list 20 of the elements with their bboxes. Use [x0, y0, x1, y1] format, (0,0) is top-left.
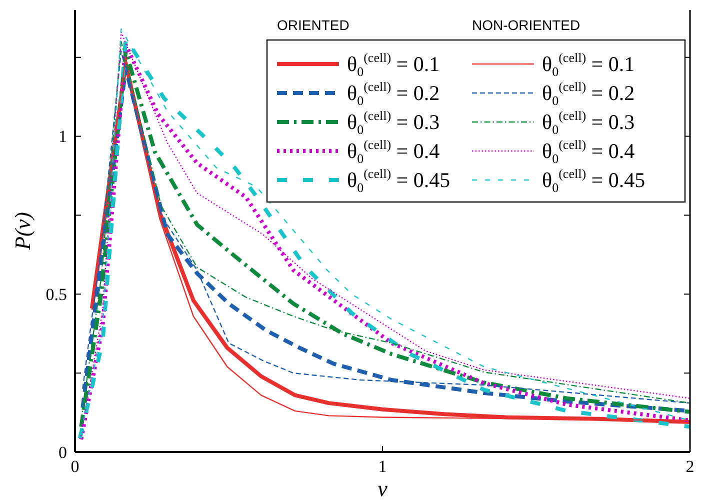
x-axis-title: v — [378, 476, 388, 501]
legend-label: θ$_{0}$$^{(cell)}$ = 0.1 — [347, 50, 440, 79]
legend-label: θ$_{0}$$^{(cell)}$ = 0.2 — [347, 78, 440, 108]
annotation: NON-ORIENTED — [472, 17, 580, 33]
y-tick-label: 1 — [58, 127, 67, 146]
x-tick-label: 1 — [378, 457, 387, 476]
legend-label: θ$_{0}$$^{(cell)}$ = 0.4 — [542, 136, 636, 166]
legend-label: θ$_{0}$$^{(cell)}$ = 0.1 — [542, 50, 635, 79]
legend-label: θ$_{0}$$^{(cell)}$ = 0.3 — [347, 108, 440, 137]
y-tick-label: 0.5 — [46, 285, 67, 304]
y-tick-label: 0 — [58, 442, 67, 462]
legend-label: θ$_{0}$$^{(cell)}$ = 0.45 — [347, 166, 450, 195]
legend-label: θ$_{0}$$^{(cell)}$ = 0.4 — [347, 136, 440, 166]
y-axis-title: P(v) — [10, 212, 35, 251]
x-tick-label: 2 — [686, 457, 694, 476]
annotation: ORIENTED — [277, 17, 350, 33]
legend-label: θ$_{0}$$^{(cell)}$ = 0.45 — [542, 166, 646, 195]
legend-label: θ$_{0}$$^{(cell)}$ = 0.3 — [542, 108, 635, 137]
x-tick-label: 0 — [70, 457, 80, 476]
legend-label: θ$_{0}$$^{(cell)}$ = 0.2 — [542, 78, 635, 108]
